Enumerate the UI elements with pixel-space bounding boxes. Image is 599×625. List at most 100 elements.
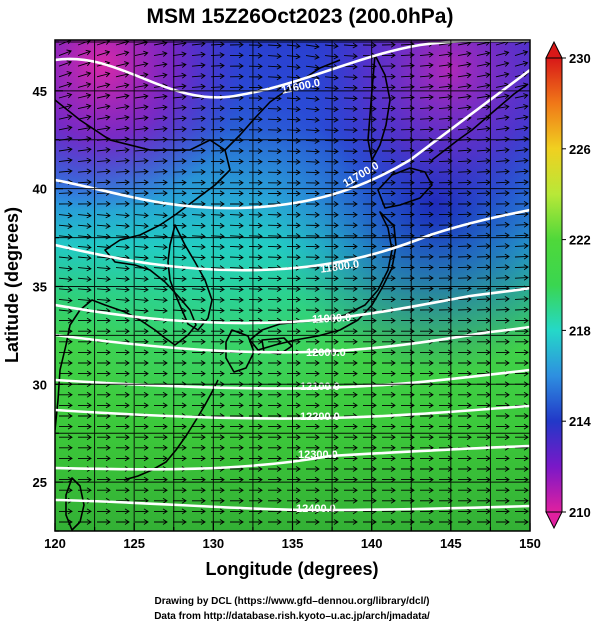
- wind-arrow: [534, 243, 547, 248]
- wind-arrow: [59, 413, 73, 419]
- colorbar-tick-label: 210: [569, 505, 591, 520]
- wind-arrow: [325, 444, 339, 451]
- wind-arrow: [172, 126, 187, 132]
- wind-arrow: [439, 508, 453, 515]
- wind-arrow: [420, 317, 434, 324]
- wind-arrow: [382, 497, 396, 504]
- wind-arrow: [154, 455, 168, 462]
- credit-drawing: Drawing by DCL (https://www.gfd–dennou.o…: [154, 596, 429, 607]
- wind-arrow: [325, 370, 339, 377]
- wind-arrow: [439, 455, 453, 462]
- wind-arrow: [97, 360, 111, 366]
- wind-arrow: [419, 158, 434, 165]
- taiwan-coastline: [65, 477, 85, 531]
- wind-arrow: [305, 127, 320, 134]
- wind-arrow: [115, 201, 130, 207]
- wind-arrow: [362, 169, 377, 176]
- wind-arrow: [172, 254, 187, 261]
- wind-arrow: [438, 115, 453, 122]
- wind-arrow: [534, 382, 547, 387]
- wind-arrow: [457, 126, 472, 132]
- wind-arrow: [192, 487, 206, 494]
- wind-arrow: [229, 286, 244, 293]
- wind-arrow: [191, 115, 206, 122]
- wind-arrow: [134, 190, 149, 197]
- wind-arrow: [306, 338, 320, 345]
- wind-arrow: [515, 413, 529, 419]
- contour-label-12300: 12300.0: [298, 449, 338, 461]
- wind-arrow: [495, 71, 510, 78]
- wind-arrow: [267, 286, 282, 292]
- wind-arrow: [248, 275, 263, 282]
- wind-arrow: [439, 360, 453, 366]
- wind-arrow: [324, 243, 339, 250]
- wind-arrow: [363, 519, 377, 525]
- wind-arrow: [344, 476, 358, 483]
- lat-lon-grid: [55, 40, 530, 531]
- wind-arrow: [534, 318, 547, 323]
- wind-arrow: [439, 349, 453, 356]
- wind-arrow: [325, 360, 339, 366]
- wind-arrow: [135, 370, 149, 377]
- y-tick-label: 45: [33, 84, 47, 99]
- wind-arrow: [343, 42, 358, 49]
- y-tick-label: 35: [33, 279, 47, 294]
- wind-arrow: [439, 476, 453, 483]
- wind-arrow: [154, 487, 168, 494]
- wind-arrow: [59, 370, 73, 377]
- wind-arrow: [97, 444, 111, 451]
- wind-arrow: [59, 338, 73, 345]
- wind-arrow: [306, 360, 320, 366]
- wind-arrow: [229, 105, 244, 112]
- wind-arrow: [457, 158, 472, 164]
- wind-arrow: [172, 83, 187, 90]
- wind-arrow: [230, 476, 244, 483]
- wind-arrow: [325, 434, 339, 441]
- wind-arrow: [458, 466, 472, 472]
- wind-arrow: [154, 423, 168, 430]
- wind-arrow: [363, 264, 377, 271]
- hokkaido-coastline: [377, 167, 433, 209]
- wind-arrow: [458, 360, 472, 366]
- wind-arrow: [173, 360, 187, 366]
- wind-arrow: [192, 519, 206, 525]
- wind-arrow: [534, 158, 547, 163]
- wind-arrow: [438, 72, 453, 79]
- wind-arrow: [78, 476, 92, 483]
- wind-arrow: [115, 223, 130, 229]
- wind-arrow: [287, 476, 301, 483]
- wind-arrow: [59, 402, 73, 409]
- wind-arrow: [362, 84, 377, 91]
- wind-arrow: [191, 212, 206, 218]
- wind-arrow: [154, 391, 168, 398]
- wind-arrow: [495, 190, 510, 196]
- wind-arrow: [97, 349, 111, 356]
- wind-arrow: [135, 349, 149, 356]
- wind-arrow: [173, 402, 187, 409]
- wind-arrow: [116, 328, 130, 335]
- wind-arrow: [343, 84, 358, 91]
- wind-arrow: [534, 83, 547, 88]
- wind-arrow: [59, 434, 73, 441]
- wind-arrow: [458, 497, 472, 504]
- wind-arrow: [173, 391, 187, 398]
- contour-label-12100: 12100.0: [300, 381, 340, 393]
- wind-arrow: [381, 63, 396, 69]
- wind-arrow: [191, 222, 206, 229]
- wind-arrow: [153, 61, 168, 68]
- wind-arrow: [116, 317, 130, 324]
- wind-arrow: [59, 444, 73, 451]
- wind-arrow: [305, 243, 320, 250]
- wind-arrow: [306, 497, 320, 504]
- wind-arrow: [534, 275, 547, 280]
- wind-arrow: [58, 276, 73, 283]
- wind-arrow: [248, 137, 263, 144]
- wind-arrow: [496, 497, 510, 504]
- wind-arrow: [362, 95, 377, 101]
- wind-arrow: [382, 519, 396, 525]
- wind-arrow: [230, 179, 244, 186]
- wind-arrow: [534, 509, 547, 514]
- wind-arrow: [419, 222, 434, 228]
- wind-arrow: [248, 169, 263, 176]
- wind-arrow: [153, 51, 168, 57]
